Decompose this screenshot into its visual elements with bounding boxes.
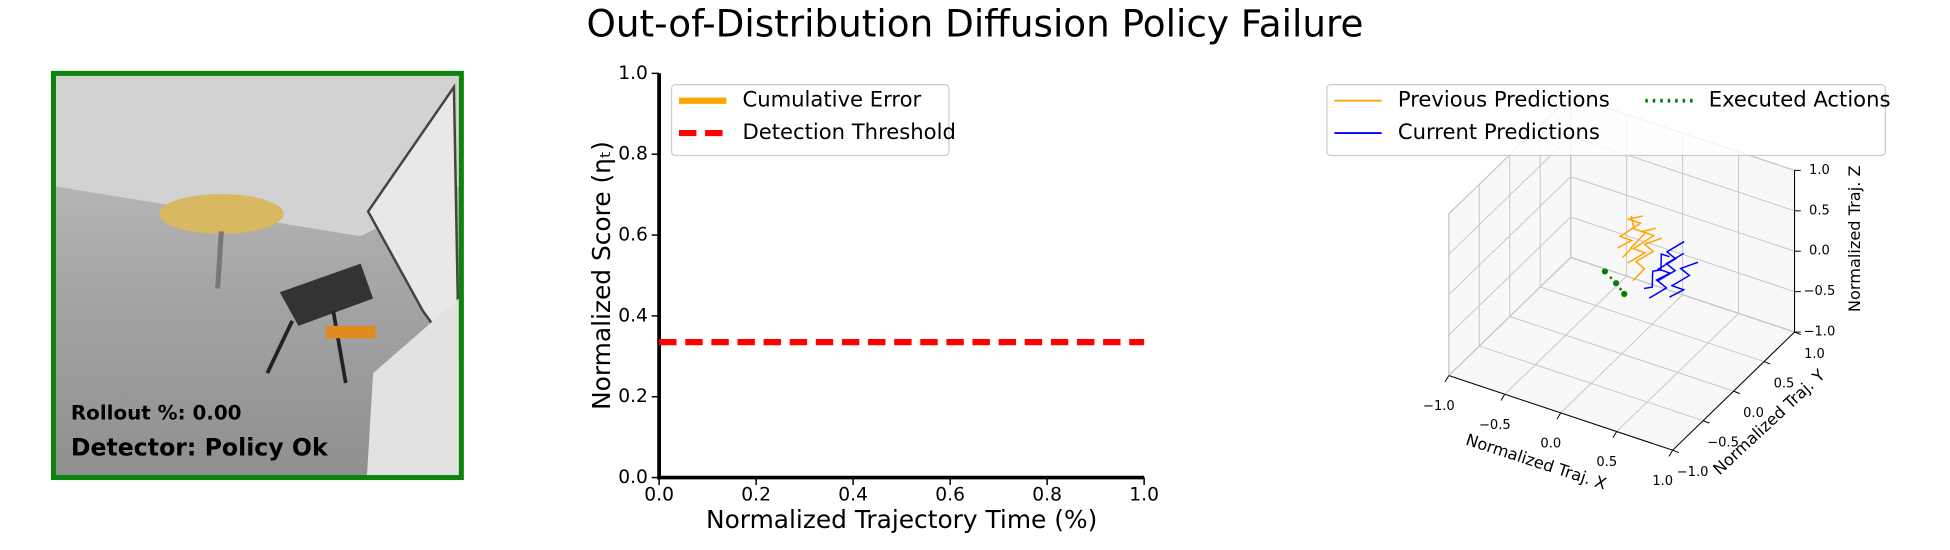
- y-tick: [1702, 420, 1710, 424]
- grid-line: [1448, 257, 1572, 376]
- x-axis-label: Normalized Trajectory Time (%): [706, 505, 1097, 534]
- legend-label: Cumulative Error: [742, 87, 921, 112]
- z-tick-label: −1.0: [1804, 325, 1836, 340]
- table-top: [159, 194, 284, 234]
- x-tick: [1612, 431, 1618, 439]
- grid-line: [1448, 216, 1572, 336]
- detector-label: Detector: Policy Ok: [71, 433, 329, 461]
- y-tick-label: 0.2: [618, 386, 648, 407]
- trajectory-point: [1612, 280, 1620, 287]
- y-tick: [1733, 390, 1741, 395]
- camera-panel: Rollout %: 0.00 Detector: Policy Ok: [50, 70, 464, 481]
- x-tick-label: 0.0: [1540, 436, 1561, 451]
- x-tick: [1668, 449, 1674, 457]
- y-tick-label: 0.0: [618, 467, 648, 488]
- x-tick: [1500, 393, 1506, 401]
- y-tick: [1763, 361, 1771, 365]
- y-tick-label: 0.4: [618, 305, 648, 326]
- y-tick-label: −1.0: [1677, 465, 1709, 480]
- x-tick-label: 0.2: [741, 484, 771, 505]
- trajectory: [1627, 227, 1657, 264]
- grid-line: [1570, 176, 1795, 252]
- trajectory: [1622, 215, 1647, 258]
- legend-box: [670, 83, 950, 157]
- legend-label: Current Predictions: [1398, 119, 1600, 144]
- legend: Previous Predictions Current Predictions E…: [1326, 83, 1891, 157]
- trajectory: [1617, 215, 1644, 249]
- chair-seat: [279, 263, 374, 326]
- chair-leg: [265, 320, 294, 374]
- x-tick-label: 1.0: [1129, 484, 1159, 505]
- grid-line: [1509, 316, 1734, 392]
- z-tick-label: −0.5: [1804, 284, 1836, 299]
- z-tick-label: 0.5: [1809, 203, 1830, 218]
- grid-line: [1448, 176, 1572, 296]
- legend: Cumulative Error Detection Threshold: [670, 83, 956, 157]
- y-tick-label: 0.0: [1743, 406, 1764, 421]
- figure-title: Out-of-Distribution Diffusion Policy Fai…: [587, 2, 1364, 46]
- trajectory: [1643, 252, 1670, 290]
- trajectory: [1632, 237, 1663, 282]
- trajectory-point: [1601, 268, 1609, 275]
- x-tick-label: 0.8: [1032, 484, 1062, 505]
- y-axis: [1672, 331, 1795, 451]
- y-tick-label: 0.6: [618, 225, 648, 246]
- trajectory: [1655, 240, 1685, 282]
- x-tick-label: −1.0: [1423, 399, 1455, 414]
- x-axis: [1448, 375, 1673, 451]
- x-tick-label: 1.0: [1652, 474, 1673, 489]
- z-axis-label: Normalized Traj. Z: [1845, 165, 1864, 312]
- robot-arm: [366, 298, 459, 478]
- grid-line: [1570, 256, 1795, 333]
- y-tick-label: 0.8: [618, 144, 648, 165]
- legend-label: Detection Threshold: [742, 119, 955, 144]
- y-tick: [1672, 449, 1680, 454]
- x-tick: [1444, 375, 1450, 383]
- grid-line: [1479, 345, 1704, 422]
- y-tick-label: 0.5: [1774, 376, 1795, 391]
- y-tick-label: 1.0: [1804, 347, 1825, 362]
- x-axis-label: Normalized Traj. X: [1464, 430, 1609, 493]
- chair-leg: [331, 310, 348, 384]
- x-tick-label: 0.6: [935, 484, 965, 505]
- y-tick-label: −0.5: [1707, 436, 1739, 451]
- z-tick-label: 0.0: [1809, 244, 1830, 259]
- trajectory: [1669, 261, 1699, 298]
- wall: [55, 75, 459, 237]
- x-tick-label: −0.5: [1479, 418, 1511, 433]
- gripper: [325, 325, 376, 339]
- table-leg: [215, 231, 224, 289]
- legend-box: [1326, 83, 1886, 157]
- trajectory-point: [1621, 290, 1628, 298]
- legend-label: Executed Actions: [1709, 87, 1891, 112]
- x-tick: [1556, 412, 1562, 420]
- legend-label: Previous Predictions: [1398, 87, 1610, 112]
- z-tick-label: 1.0: [1809, 163, 1830, 178]
- x-tick-label: 0.5: [1596, 455, 1617, 470]
- camera-border: [50, 70, 464, 481]
- y-tick-label: 1.0: [618, 63, 648, 84]
- x-tick-label: 0.0: [644, 484, 674, 505]
- x-tick-label: 0.4: [838, 484, 868, 505]
- grid-line: [1540, 286, 1765, 363]
- rollout-label: Rollout %: 0.00: [71, 402, 242, 425]
- y-axis-label: Normalized Score (ηₜ): [587, 141, 616, 410]
